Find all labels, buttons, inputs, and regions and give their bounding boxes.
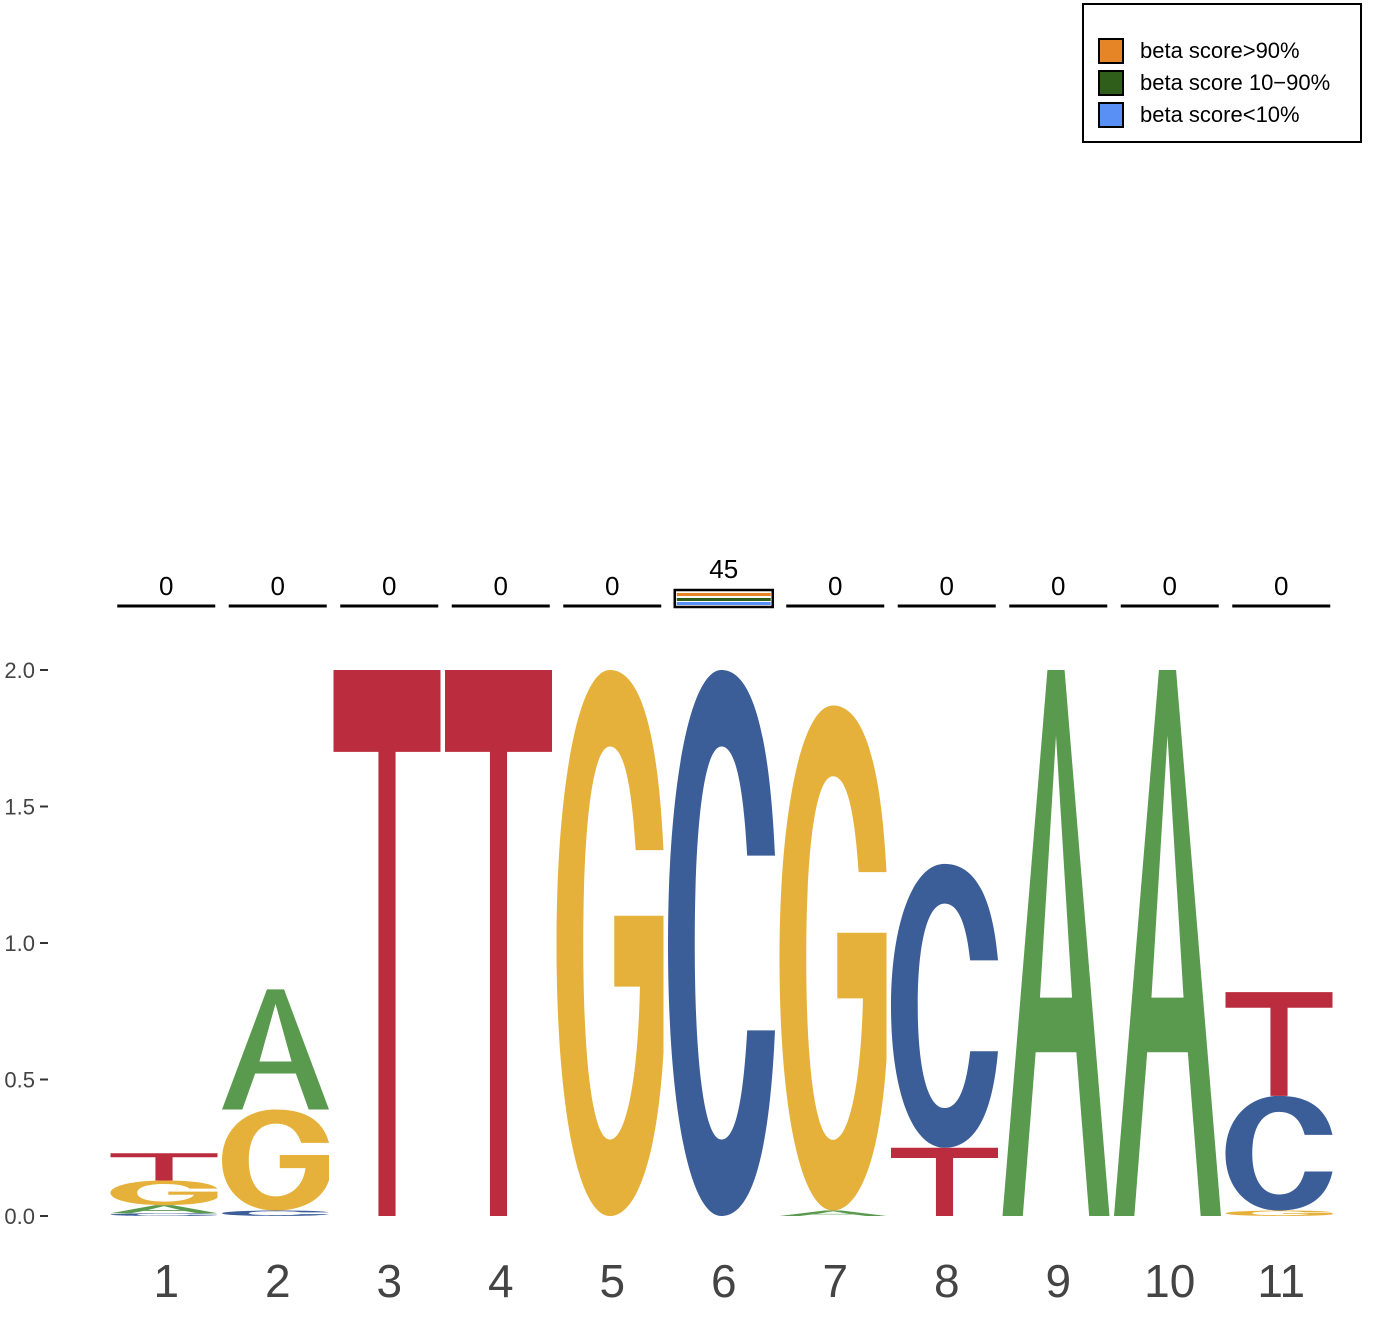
letter-C [668, 670, 775, 1216]
letter-A [1114, 670, 1221, 1216]
annotation-count-label: 0 [1274, 571, 1288, 601]
letter-A [110, 1205, 218, 1214]
x-tick-label: 1 [153, 1255, 179, 1307]
annotation-count-label: 0 [1051, 571, 1065, 601]
letter-G [556, 670, 664, 1216]
letter-C [1225, 1095, 1333, 1211]
letter-C [891, 863, 998, 1148]
letter-T [445, 670, 552, 1216]
letter-G [110, 1180, 218, 1206]
x-tick-label: 3 [376, 1255, 402, 1307]
legend-swatch-low [1098, 102, 1124, 128]
annotation-count-label: 0 [159, 571, 173, 601]
x-tick-label: 9 [1045, 1255, 1071, 1307]
logo-column [556, 670, 664, 1216]
y-axis: 0.0 0.5 1.0 1.5 2.0 [4, 658, 48, 1229]
letter-T [333, 670, 441, 1216]
logo-column [222, 989, 329, 1216]
x-tick-label: 11 [1257, 1255, 1305, 1307]
x-tick-label: 5 [599, 1255, 625, 1307]
x-tick-label: 6 [711, 1255, 737, 1307]
logo-column [1002, 670, 1110, 1216]
logo-column [668, 670, 775, 1216]
annotation-count-label: 0 [382, 571, 396, 601]
y-tick-label: 0.0 [4, 1204, 35, 1229]
annotation-count-label: 0 [940, 571, 954, 601]
annotation-count-label: 0 [828, 571, 842, 601]
letter-T [891, 1147, 998, 1216]
x-tick-label: 2 [265, 1255, 291, 1307]
legend-label-mid: beta score 10−90% [1140, 70, 1331, 95]
annotation-count-label: 0 [1163, 571, 1177, 601]
annotation-count-label: 0 [605, 571, 619, 601]
logo-column [891, 863, 998, 1216]
letter-T [110, 1153, 218, 1181]
x-tick-label: 10 [1144, 1255, 1195, 1307]
x-tick-label: 7 [822, 1255, 848, 1307]
annotation-count-label: 0 [271, 571, 285, 601]
logo-column [779, 705, 887, 1216]
logo-column [333, 670, 441, 1216]
letter-stacks [110, 670, 1333, 1216]
legend-item-mid: beta score 10−90% [1098, 68, 1330, 98]
letter-G [779, 705, 887, 1211]
letter-C [222, 1210, 329, 1216]
letter-A [779, 1210, 887, 1216]
letter-G [1225, 1210, 1333, 1216]
letter-C [110, 1213, 218, 1216]
letter-T [1225, 992, 1333, 1096]
y-tick-label: 0.5 [4, 1068, 35, 1093]
y-tick-label: 1.0 [4, 931, 35, 956]
x-tick-label: 4 [488, 1255, 514, 1307]
logo-column [445, 670, 552, 1216]
letter-G [222, 1109, 329, 1211]
annotation-count-label: 0 [494, 571, 508, 601]
legend-swatch-high [1098, 38, 1124, 64]
letter-A [222, 989, 329, 1110]
legend-label-high: beta score>90% [1140, 38, 1300, 63]
annotation-bar [673, 588, 774, 609]
logo-column [1225, 992, 1333, 1216]
legend-item-high: beta score>90% [1098, 36, 1300, 66]
annotation-count-label: 45 [709, 554, 738, 584]
y-tick-label: 1.5 [4, 795, 35, 820]
legend: beta score>90% beta score 10−90% beta sc… [1082, 3, 1362, 143]
x-axis: 1 2 3 4 5 6 7 8 9 10 11 [153, 1255, 1305, 1307]
legend-swatch-mid [1098, 70, 1124, 96]
annotation-track: 0 0 0 0 0 45 0 0 0 0 0 [117, 554, 1331, 609]
x-tick-label: 8 [934, 1255, 960, 1307]
logo-column [110, 1153, 218, 1216]
y-tick-label: 2.0 [4, 658, 35, 683]
logo-column [1114, 670, 1221, 1216]
legend-item-low: beta score<10% [1098, 100, 1300, 130]
legend-label-low: beta score<10% [1140, 102, 1300, 127]
letter-A [1002, 670, 1110, 1216]
